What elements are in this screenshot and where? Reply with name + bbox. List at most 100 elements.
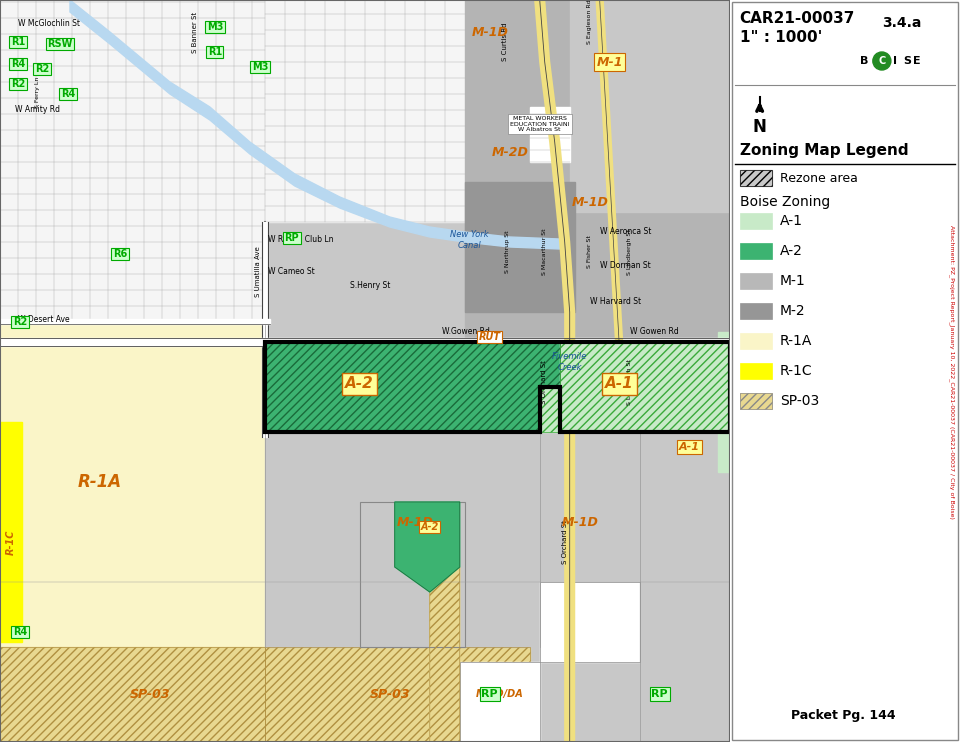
Text: N: N	[753, 118, 767, 136]
Text: New York
Canal: New York Canal	[450, 230, 489, 250]
Polygon shape	[430, 567, 460, 742]
Text: R-1A: R-1A	[780, 334, 812, 348]
Bar	[739, 273, 772, 289]
Bar	[465, 182, 575, 312]
Text: R2: R2	[12, 317, 27, 327]
Text: M-2D: M-2D	[492, 145, 528, 159]
Bar	[265, 432, 730, 647]
Text: A-2: A-2	[780, 244, 803, 258]
Text: S Orchard St: S Orchard St	[540, 360, 546, 404]
Text: S Macarthur St: S Macarthur St	[542, 229, 547, 275]
Text: S Umatilla Ave: S Umatilla Ave	[254, 246, 261, 298]
Text: R-1C: R-1C	[780, 364, 812, 378]
Text: RUT: RUT	[479, 332, 501, 342]
Circle shape	[873, 52, 891, 70]
Bar	[530, 107, 569, 162]
Text: W Dorman St: W Dorman St	[600, 261, 651, 271]
Bar	[0, 647, 265, 742]
Text: S Ferry Ln: S Ferry Ln	[36, 76, 40, 108]
Bar	[850, 42, 954, 79]
Text: W Amity Rd: W Amity Rd	[15, 105, 60, 114]
Text: SP-03: SP-03	[780, 394, 819, 408]
Text: Packet Pg. 144: Packet Pg. 144	[791, 709, 896, 721]
Bar	[739, 363, 772, 379]
Text: S Curtis Rd: S Curtis Rd	[502, 23, 508, 62]
Text: Attachment: PZ_Project Report_January 10, 2022_CAR21-00037 (CAR21-00037 / City o: Attachment: PZ_Project Report_January 10…	[949, 225, 955, 519]
Bar	[739, 393, 772, 409]
Bar	[0, 319, 270, 324]
Bar	[360, 502, 465, 647]
Text: S Orchard St: S Orchard St	[562, 520, 567, 564]
Text: I: I	[893, 56, 897, 66]
Bar	[850, 4, 954, 42]
Text: S Lindbergh St: S Lindbergh St	[627, 229, 632, 275]
Text: M-1D/DA: M-1D/DA	[476, 689, 523, 699]
Bar	[745, 702, 943, 728]
Text: S.Henry St: S.Henry St	[349, 281, 390, 291]
Bar	[0, 338, 730, 346]
Text: S Eagleson Rd: S Eagleson Rd	[588, 0, 592, 45]
Text: 3.4.a: 3.4.a	[882, 16, 922, 30]
Bar	[465, 0, 730, 352]
Text: SP-03: SP-03	[130, 688, 170, 700]
Bar	[265, 647, 530, 742]
Polygon shape	[265, 342, 560, 432]
Text: W.Gowen Rd: W.Gowen Rd	[442, 327, 490, 337]
Text: W Harvard St: W Harvard St	[589, 298, 641, 306]
Bar	[0, 0, 265, 322]
Text: A-1: A-1	[780, 214, 803, 228]
Text: S Banner St: S Banner St	[192, 11, 198, 53]
Circle shape	[744, 111, 776, 143]
Text: R-1C: R-1C	[6, 529, 16, 555]
Text: S Fisher St: S Fisher St	[588, 235, 592, 269]
Text: SP-03: SP-03	[370, 688, 410, 700]
Text: M-1D: M-1D	[396, 516, 433, 528]
Text: C: C	[878, 56, 885, 66]
Text: R2: R2	[11, 79, 25, 89]
Bar	[262, 222, 268, 437]
Text: R2: R2	[35, 64, 49, 74]
Bar	[569, 0, 730, 212]
Text: RP: RP	[284, 233, 300, 243]
Bar	[0, 322, 265, 742]
Polygon shape	[70, 0, 560, 249]
Bar	[739, 393, 772, 409]
Bar	[739, 170, 772, 186]
Text: M-2: M-2	[780, 304, 805, 318]
Bar	[0, 422, 22, 642]
Text: M3: M3	[252, 62, 268, 72]
Text: Rezone area: Rezone area	[780, 171, 857, 185]
Text: R-1A: R-1A	[78, 473, 122, 491]
Bar	[460, 662, 540, 742]
Text: RSW: RSW	[47, 39, 73, 49]
Text: R4: R4	[11, 59, 25, 69]
Text: RP: RP	[481, 689, 498, 699]
Bar	[639, 582, 730, 662]
Text: W Riding Club Ln: W Riding Club Ln	[268, 235, 333, 245]
Text: R4: R4	[60, 89, 75, 99]
Text: R6: R6	[113, 249, 127, 259]
Text: M-1: M-1	[780, 274, 805, 288]
Text: S Lindbergh St: S Lindbergh St	[627, 359, 632, 405]
Text: Boise Zoning: Boise Zoning	[739, 195, 829, 209]
Bar	[265, 0, 465, 222]
Text: CAR21-00037: CAR21-00037	[739, 11, 855, 26]
Text: W McGlochlin St: W McGlochlin St	[18, 19, 80, 28]
Text: E: E	[913, 56, 921, 66]
Text: M-1D: M-1D	[562, 516, 598, 528]
Text: A-1: A-1	[606, 376, 634, 392]
Text: A-2: A-2	[420, 522, 439, 532]
Text: W Desert Ave: W Desert Ave	[18, 315, 70, 324]
Text: A-2: A-2	[346, 376, 374, 392]
Bar	[540, 582, 639, 662]
Bar	[265, 647, 530, 742]
Text: RP: RP	[651, 689, 668, 699]
Text: S: S	[903, 56, 911, 66]
Bar	[739, 303, 772, 319]
Bar	[718, 332, 730, 472]
Text: W Cameo St: W Cameo St	[268, 268, 315, 277]
Bar	[460, 662, 540, 742]
Text: 1" : 1000': 1" : 1000'	[739, 30, 822, 45]
Text: M-1: M-1	[596, 56, 623, 68]
Text: M-1D: M-1D	[571, 195, 608, 209]
